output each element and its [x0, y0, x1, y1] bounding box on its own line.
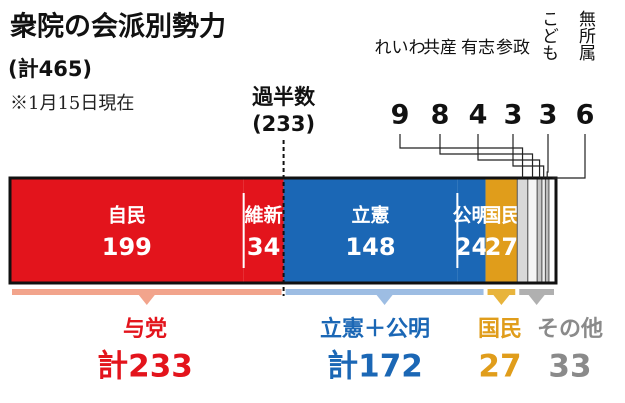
bar-segment — [541, 177, 546, 284]
segment-name: 無所属 — [575, 10, 596, 61]
segment-value: 199 — [102, 233, 152, 261]
segment-name: 公明 — [452, 205, 490, 227]
segment-name: 維新 — [245, 204, 283, 227]
majority-label: 過半数 — [252, 85, 316, 109]
segment-value: 8 — [431, 100, 450, 131]
group-total: 計172 — [327, 349, 423, 385]
bracket-arrow — [528, 295, 545, 305]
group-bracket — [12, 289, 282, 295]
segment-value: 3 — [504, 100, 523, 131]
segment-name: 有志 — [461, 38, 495, 58]
bar-segment — [243, 178, 284, 283]
bar-segment — [516, 177, 529, 284]
bar-segment — [485, 178, 518, 283]
subtitle: (計465) — [8, 57, 92, 81]
leader-line — [512, 134, 545, 178]
group-total: 33 — [548, 349, 591, 385]
group-name: 国民 — [478, 317, 522, 342]
segment-value: 24 — [455, 233, 488, 261]
segment-value: 3 — [539, 100, 558, 131]
bracket-arrow — [376, 295, 393, 305]
segment-name: 自民 — [108, 204, 146, 227]
group-name: 立憲＋公明 — [320, 316, 430, 342]
group-bracket — [487, 289, 516, 295]
group-bracket — [519, 289, 554, 295]
bracket-arrow — [138, 295, 155, 305]
bar-segment — [457, 178, 486, 283]
majority-value: (233) — [252, 112, 315, 136]
chart-title: 衆院の会派別勢力 — [10, 11, 226, 43]
leader-line — [552, 134, 586, 179]
group-name: その他 — [537, 317, 603, 342]
group-name: 与党 — [123, 317, 167, 342]
leader-line — [477, 134, 541, 178]
bar-segment — [283, 178, 458, 283]
segment-name: 共産 — [423, 38, 457, 58]
segment-name: 参政 — [496, 38, 530, 58]
segment-name: れいわ — [375, 38, 426, 58]
segment-name: 立憲 — [351, 204, 389, 227]
bar-segment — [10, 178, 244, 283]
group-total: 計233 — [97, 349, 193, 385]
segment-value: 148 — [345, 233, 395, 261]
bar-segment — [536, 177, 543, 284]
segment-value: 4 — [469, 100, 488, 131]
leader-line — [439, 134, 534, 178]
segment-name: 国民 — [482, 205, 520, 227]
segment-value: 6 — [576, 100, 595, 131]
group-total: 27 — [478, 349, 521, 385]
segment-value: 27 — [485, 233, 518, 261]
bracket-arrow — [493, 295, 510, 305]
bar-segment — [527, 177, 538, 284]
leader-line — [399, 134, 524, 178]
bar-segment — [544, 177, 550, 284]
note: ※1月15日現在 — [10, 93, 134, 114]
segment-value: 34 — [247, 233, 280, 261]
segment-name: こども — [538, 10, 558, 61]
leader-line — [546, 134, 549, 178]
segment-value: 9 — [391, 100, 410, 131]
group-bracket — [285, 289, 484, 295]
